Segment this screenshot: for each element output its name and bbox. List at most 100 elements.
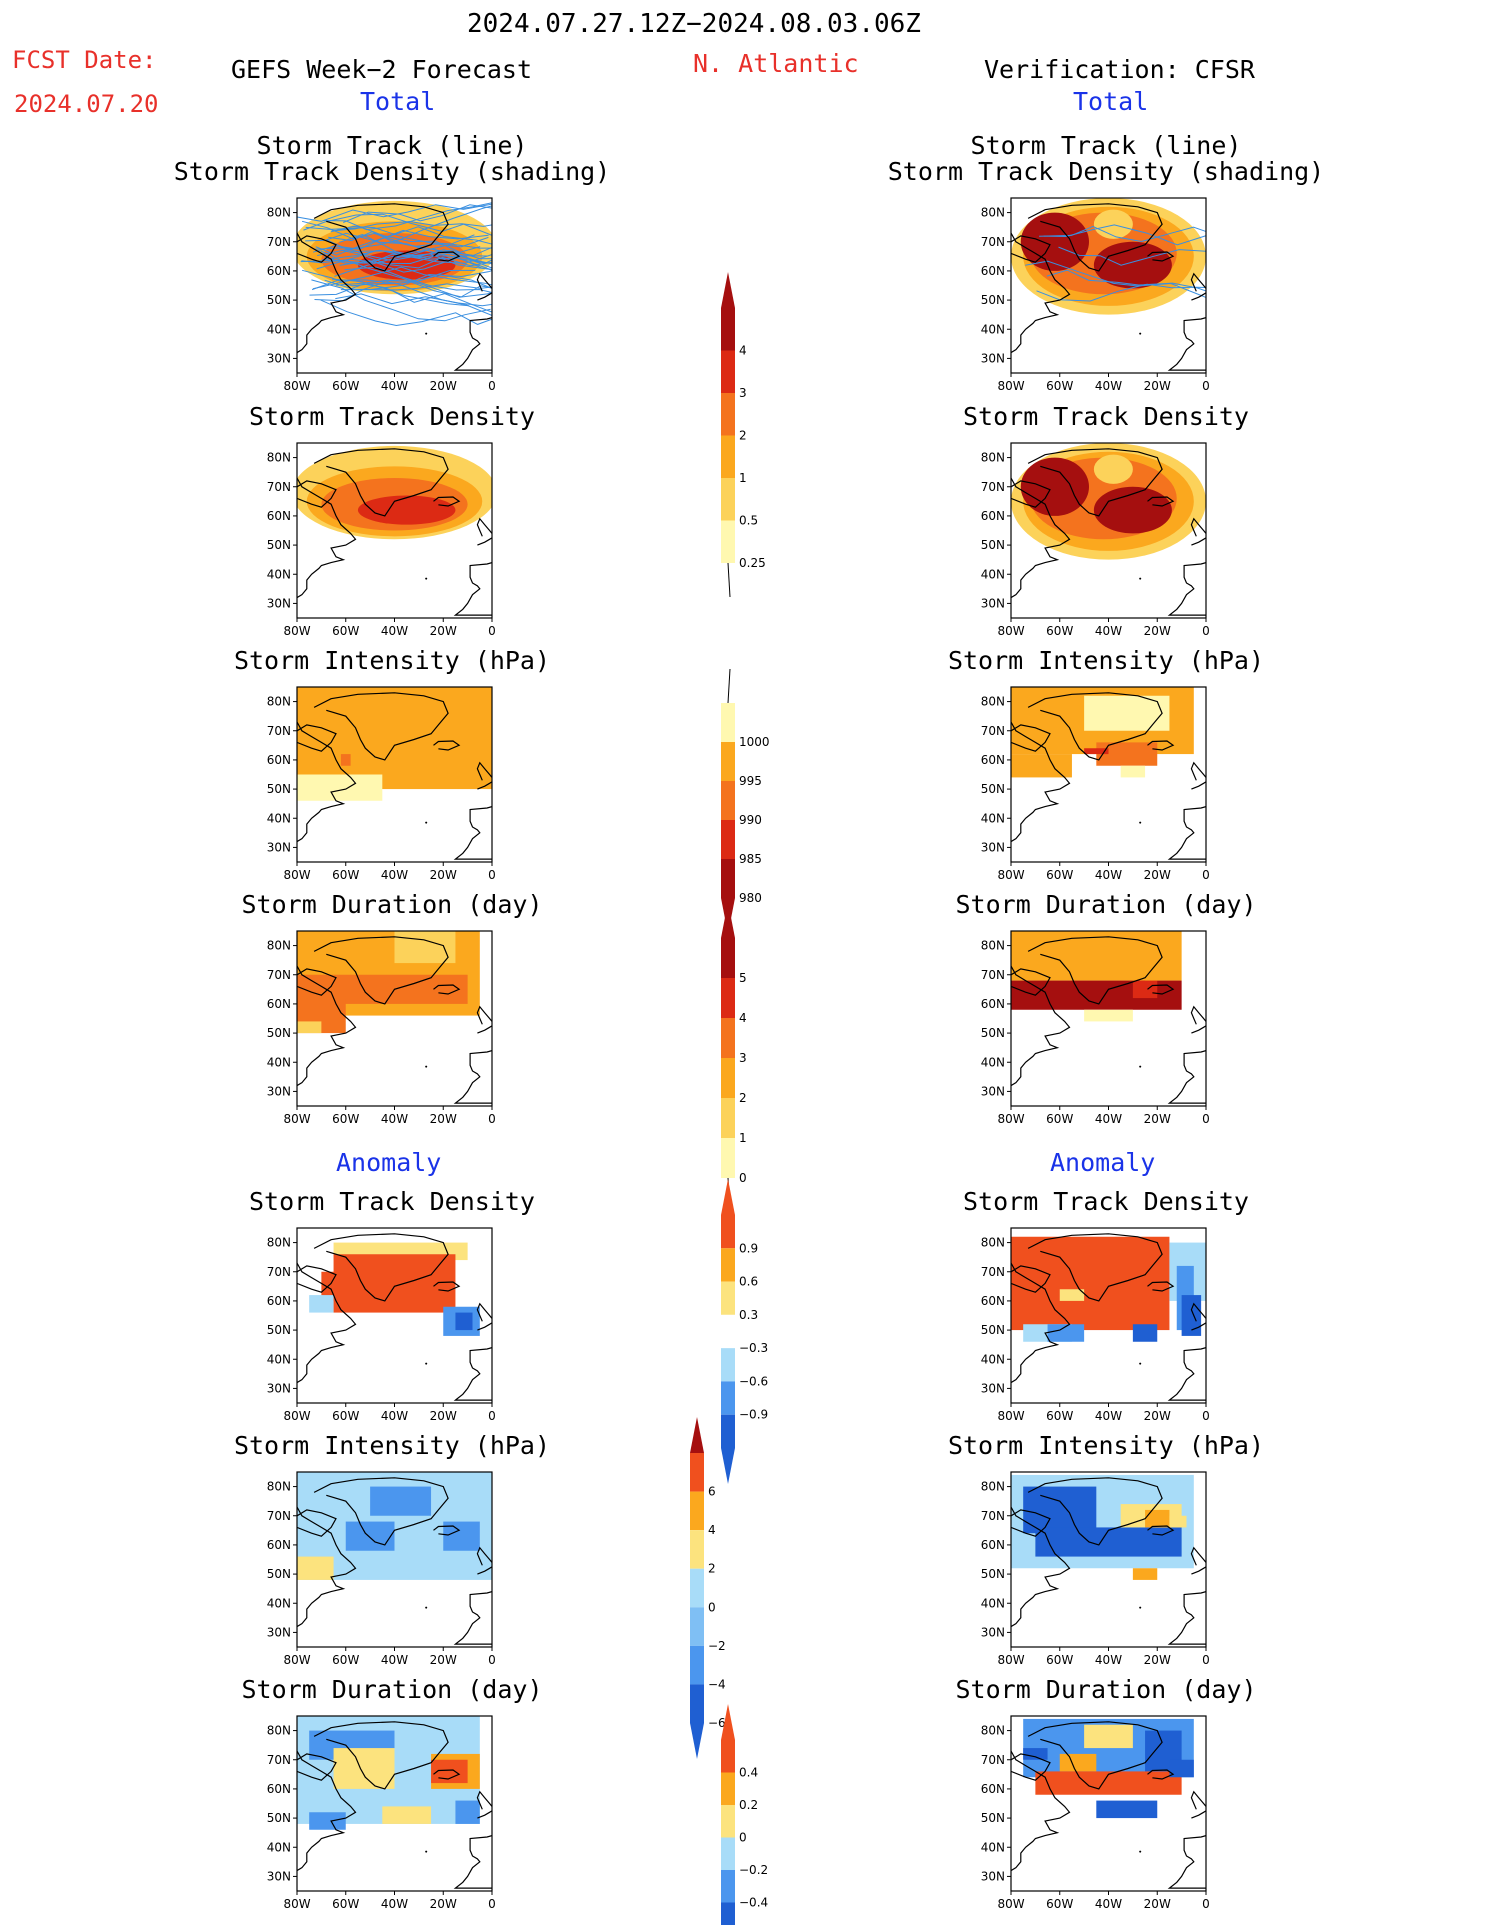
colorbar-segment xyxy=(721,308,735,351)
lat-tick-label: 40N xyxy=(981,1596,1005,1610)
colorbar-label: 0.9 xyxy=(739,1241,758,1255)
colorbar-segment xyxy=(721,1414,735,1448)
lat-tick-label: 80N xyxy=(267,1236,291,1250)
shading-cell xyxy=(1169,1759,1194,1778)
shading-cell xyxy=(1059,1753,1097,1772)
colorbar-label: 0.5 xyxy=(739,514,758,528)
coastline xyxy=(1147,1281,1175,1292)
lon-tick-label: 40W xyxy=(1095,1897,1122,1911)
lon-tick-label: 0 xyxy=(1202,1897,1210,1911)
azores-dot xyxy=(425,332,428,335)
colorbar-segment xyxy=(721,781,735,820)
lat-tick-label: 40N xyxy=(981,567,1005,581)
right-total-label: Total xyxy=(1073,87,1149,116)
shading-cell xyxy=(394,931,456,964)
map-svg: 80N 70N 60N 50N 40N 30N 80W 60W 40W 20W 0 xyxy=(267,1715,496,1911)
shading-cell xyxy=(1132,1324,1158,1342)
lon-tick-label: 80W xyxy=(997,379,1024,393)
lat-tick-label: 40N xyxy=(981,1352,1005,1366)
lat-tick-label: 30N xyxy=(267,1084,291,1098)
colorbar-label: −0.6 xyxy=(739,1374,768,1388)
lon-tick-label: 80W xyxy=(283,624,310,638)
shading-cell xyxy=(340,754,351,766)
colorbar-label: 0 xyxy=(708,1600,716,1614)
storm-track-line xyxy=(339,234,492,269)
storm-track-line xyxy=(332,278,492,313)
lat-tick-label: 40N xyxy=(981,1055,1005,1069)
region-title: N. Atlantic xyxy=(693,49,859,78)
shading-cell xyxy=(309,1295,334,1313)
coastline xyxy=(1190,517,1206,546)
coastline xyxy=(1205,1530,1206,1545)
fcst-date-label: FCST Date: xyxy=(12,46,157,74)
shading-cell xyxy=(1132,980,1158,999)
left-p1-title-b: Storm Track Density (shading) xyxy=(173,157,611,186)
lon-tick-label: 60W xyxy=(1046,1653,1073,1667)
colorbar-label: 0 xyxy=(739,1831,747,1845)
colorbar-segment xyxy=(690,1607,704,1646)
shading-region xyxy=(1093,486,1172,534)
lat-tick-label: 50N xyxy=(981,1567,1005,1581)
colorbar-label: −2 xyxy=(708,1639,726,1653)
colorbar-tail-top xyxy=(727,668,731,704)
coastline xyxy=(1011,477,1071,599)
coastline xyxy=(1190,761,1206,790)
coastline xyxy=(313,936,449,1005)
colorbar-segment xyxy=(721,435,735,478)
azores-dot xyxy=(1139,821,1142,824)
lon-tick-label: 20W xyxy=(1144,1112,1171,1126)
colorbar-label: 1000 xyxy=(739,735,770,749)
shading-cell xyxy=(297,687,492,790)
lon-tick-label: 60W xyxy=(332,868,359,882)
colorbar-label: 0 xyxy=(739,1171,747,1185)
lon-tick-label: 60W xyxy=(1046,1409,1073,1423)
lat-tick-label: 30N xyxy=(981,1869,1005,1883)
colorbar-label: 4 xyxy=(708,1523,716,1537)
coastline xyxy=(491,1774,492,1789)
lon-tick-label: 0 xyxy=(1202,1409,1210,1423)
colorbar-segment xyxy=(721,1058,735,1098)
lat-tick-label: 60N xyxy=(267,264,291,278)
lon-tick-label: 0 xyxy=(1202,868,1210,882)
lon-tick-label: 40W xyxy=(1095,1112,1122,1126)
colorbar-density-anom: 0.9 0.6 0.3 −0.3 −0.6 −0.9 xyxy=(721,1175,791,1492)
colorbar-arrow-top xyxy=(721,902,735,938)
coastline xyxy=(453,1835,492,1889)
azores-dot xyxy=(1139,1850,1142,1853)
left-p3-title: Storm Intensity (hPa) xyxy=(233,646,551,675)
colorbar-arrow-bottom xyxy=(721,1448,735,1484)
coastline xyxy=(1147,251,1175,262)
lon-tick-label: 80W xyxy=(283,868,310,882)
coastline xyxy=(297,232,357,354)
lon-tick-label: 80W xyxy=(997,1653,1024,1667)
lon-tick-label: 20W xyxy=(1144,868,1171,882)
coastline xyxy=(1190,1790,1206,1819)
coastline xyxy=(1205,501,1206,516)
lat-tick-label: 60N xyxy=(267,1294,291,1308)
coastline xyxy=(1011,235,1051,263)
left-p7-title: Storm Duration (day) xyxy=(241,1675,543,1704)
colorbar-label: 0.2 xyxy=(739,1798,758,1812)
lat-tick-label: 60N xyxy=(981,1782,1005,1796)
lon-tick-label: 40W xyxy=(1095,1409,1122,1423)
lat-tick-label: 80N xyxy=(267,939,291,953)
lon-tick-label: 40W xyxy=(381,379,408,393)
lat-tick-label: 70N xyxy=(981,1753,1005,1767)
colorbar-segment xyxy=(721,393,735,436)
coastline xyxy=(476,1005,492,1034)
colorbar-label: 2 xyxy=(708,1562,716,1576)
lat-tick-label: 30N xyxy=(981,1381,1005,1395)
left-p1-title-a: Storm Track (line) xyxy=(256,131,528,160)
colorbar-segment xyxy=(721,1870,735,1903)
map-panel-L5: 80N 70N 60N 50N 40N 30N 80W 60W 40W 20W 0 xyxy=(252,1467,507,1676)
lat-tick-label: 40N xyxy=(267,322,291,336)
coastline xyxy=(313,448,449,517)
colorbar-segment xyxy=(690,1645,704,1685)
lat-tick-label: 40N xyxy=(267,1596,291,1610)
colorbar-intensity-anom: 6 4 2 0 −2 −4 −6 xyxy=(690,1413,760,1767)
storm-track-line xyxy=(322,249,492,264)
left-p6-title: Storm Intensity (hPa) xyxy=(233,1431,551,1460)
right-p7-title: Storm Duration (day) xyxy=(955,1675,1257,1704)
colorbar-label: 0.6 xyxy=(739,1275,758,1289)
coastline xyxy=(1011,1750,1071,1872)
